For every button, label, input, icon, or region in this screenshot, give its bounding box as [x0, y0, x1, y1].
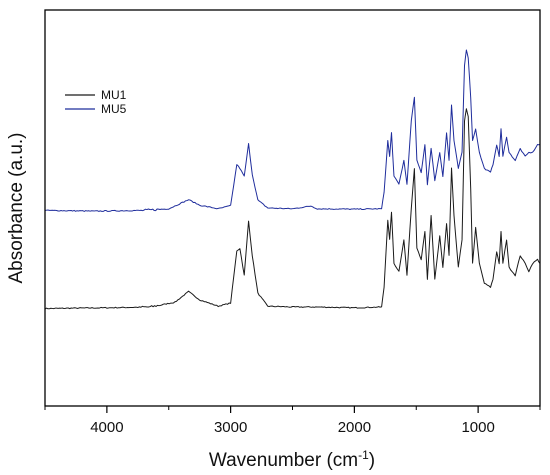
- plot-frame: [44, 9, 541, 407]
- x-axis-title-main: Wavenumber (cm: [209, 450, 358, 471]
- series-line-mu1: [44, 108, 541, 310]
- x-axis-title: Wavenumber (cm-1): [209, 448, 375, 471]
- x-tick-label: 2000: [338, 419, 371, 436]
- series-line-mu5: [44, 49, 541, 212]
- legend: MU1 MU5: [65, 88, 127, 116]
- x-axis-title-superscript: -1: [358, 448, 369, 462]
- y-axis-title: Absorbance (a.u.): [6, 132, 27, 283]
- legend-label-mu5: MU5: [101, 102, 127, 116]
- series-layer: [44, 49, 541, 310]
- legend-label-mu1: MU1: [101, 88, 127, 102]
- tick-layer: 4000 3000 2000 1000: [44, 406, 541, 436]
- x-tick-label: 3000: [214, 419, 247, 436]
- x-tick-label: 1000: [461, 419, 494, 436]
- x-axis-title-end: ): [369, 450, 375, 471]
- x-tick-label: 4000: [90, 419, 123, 436]
